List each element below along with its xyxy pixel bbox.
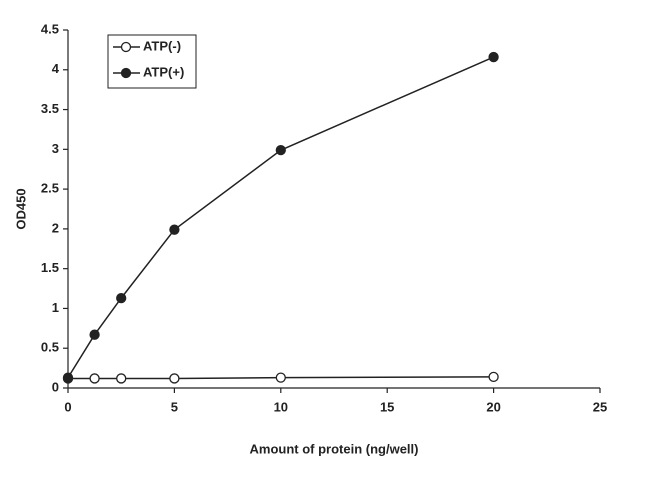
x-tick-label: 20 [486,399,500,414]
legend-marker [120,67,132,79]
x-tick-label: 0 [64,399,71,414]
y-tick-label: 3 [52,141,59,156]
legend-label: ATP(-) [143,38,181,53]
legend-label: ATP(+) [143,64,184,79]
data-point [169,373,180,384]
x-tick-label: 15 [380,399,394,414]
data-point [62,372,74,383]
data-point [116,292,127,304]
x-tick-label: 10 [274,399,288,414]
data-point [89,329,100,340]
y-tick-label: 1 [52,300,59,315]
data-point [116,373,127,384]
y-tick-label: 4 [52,61,60,76]
x-tick-label: 5 [171,399,178,414]
x-axis-label: Amount of protein (ng/well) [250,441,419,456]
y-axis-label: OD450 [13,188,28,229]
data-point [275,144,286,156]
x-tick-label: 25 [593,399,607,414]
y-tick-label: 1.5 [41,260,59,275]
y-tick-label: 2 [52,220,59,235]
data-point [169,224,180,235]
y-tick-label: 3.5 [41,101,59,116]
data-point [275,372,286,383]
data-point [488,51,499,63]
data-point [89,373,100,384]
legend-marker [120,41,132,53]
y-tick-label: 2.5 [41,181,59,196]
series-line [67,56,494,379]
y-tick-label: 0.5 [41,340,59,355]
y-tick-label: 0 [52,379,59,394]
data-point [488,371,499,383]
y-tick-label: 4.5 [41,21,59,36]
